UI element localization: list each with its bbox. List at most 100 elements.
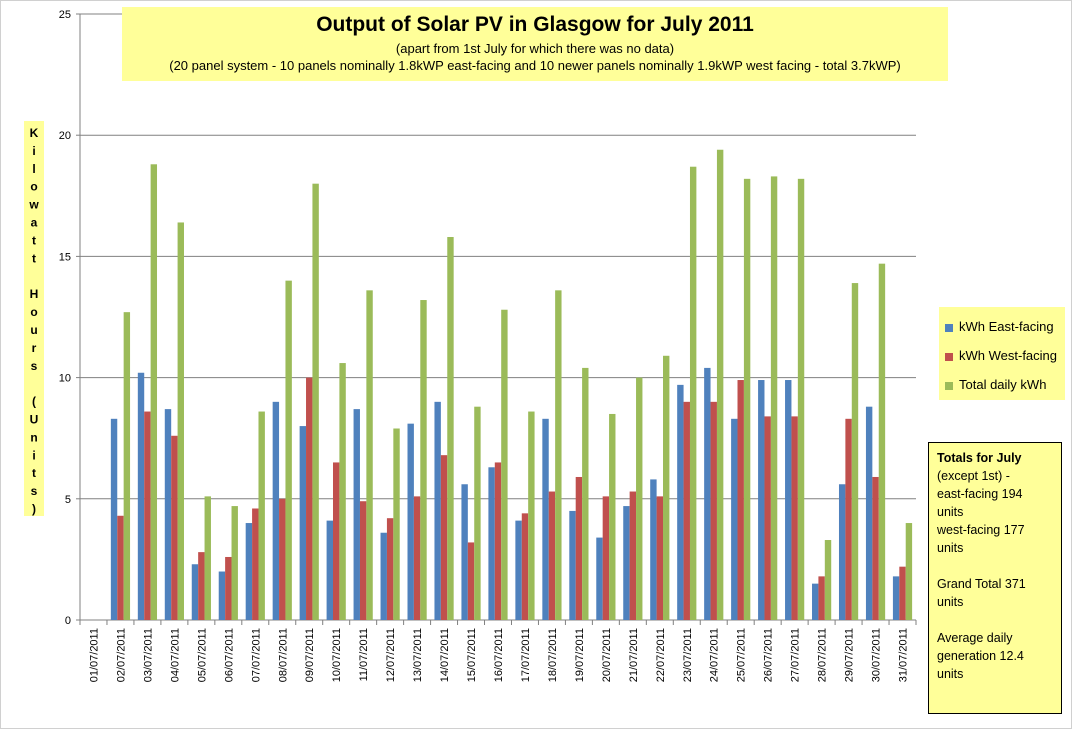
legend-label-west: kWh West-facing: [959, 348, 1058, 363]
y-tick-label: 15: [59, 251, 71, 263]
y-axis-label-char: ): [32, 502, 36, 516]
bar-total: [474, 406, 481, 620]
bar-west: [656, 496, 664, 620]
bar-east: [731, 418, 738, 620]
totals-spacer: [937, 611, 1053, 629]
bar-east: [488, 467, 495, 620]
x-tick-label: 08/07/2011: [277, 628, 289, 682]
bar-west: [710, 401, 717, 620]
x-tick-label: 17/07/2011: [520, 628, 532, 682]
y-axis-label-char: s: [31, 484, 38, 498]
y-axis-label-char: s: [31, 359, 38, 373]
x-tick-label: 12/07/2011: [385, 628, 397, 682]
x-tick-label: 21/07/2011: [628, 628, 640, 682]
bar-east: [812, 583, 819, 620]
bar-east: [515, 520, 522, 620]
bar-total: [204, 496, 211, 620]
legend-label-total: Total daily kWh: [959, 377, 1047, 392]
bar-total: [393, 428, 400, 620]
bar-east: [785, 380, 792, 620]
x-tick-label: 31/07/2011: [898, 628, 910, 682]
bar-west: [467, 542, 475, 620]
bar-east: [569, 510, 576, 620]
bar-west: [198, 552, 205, 620]
bar-total: [447, 237, 454, 620]
x-tick-label: 18/07/2011: [547, 628, 559, 682]
legend-swatch-total: [945, 381, 953, 390]
x-tick-label: 15/07/2011: [466, 628, 478, 682]
bar-total: [878, 263, 886, 620]
x-tick-label: 16/07/2011: [493, 628, 505, 682]
bar-total: [420, 300, 427, 620]
y-axis-label-char: t: [32, 233, 36, 247]
bar-west: [845, 418, 852, 620]
bar-total: [258, 411, 265, 620]
bar-west: [117, 515, 124, 620]
bar-east: [245, 523, 253, 620]
x-tick-label: 28/07/2011: [817, 628, 829, 682]
y-axis-label-char: K: [30, 126, 39, 140]
bar-total: [285, 280, 292, 620]
chart-title: Output of Solar PV in Glasgow for July 2…: [316, 13, 754, 36]
y-axis-label-char: t: [32, 251, 36, 265]
bar-total: [716, 149, 724, 620]
legend-label-east: kWh East-facing: [959, 319, 1054, 334]
y-axis-label-char: w: [28, 198, 39, 212]
bar-east: [407, 423, 414, 620]
x-tick-label: 03/07/2011: [142, 628, 154, 682]
bar-east: [542, 418, 549, 620]
bar-east: [299, 426, 307, 620]
bar-east: [892, 576, 900, 620]
bar-west: [683, 401, 690, 620]
x-tick-label: 19/07/2011: [574, 628, 586, 682]
bar-east: [623, 506, 630, 620]
x-tick-label: 02/07/2011: [115, 628, 127, 682]
x-tick-label: 07/07/2011: [250, 628, 262, 682]
x-tick-label: 24/07/2011: [709, 628, 721, 682]
legend-item-west: kWh West-facing: [945, 348, 1057, 364]
x-tick-label: 30/07/2011: [871, 628, 883, 682]
bar-total: [339, 363, 346, 620]
bar-east: [865, 406, 873, 620]
totals-line: west-facing 177: [937, 523, 1025, 537]
bar-total: [663, 355, 670, 620]
bar-total: [582, 367, 589, 620]
totals-line: units: [937, 541, 964, 555]
x-tick-label: 14/07/2011: [439, 628, 451, 682]
bar-west: [440, 455, 448, 620]
x-tick-label: 23/07/2011: [682, 628, 694, 682]
chart-subtitle-1: (apart from 1st July for which there was…: [395, 41, 675, 56]
bar-west: [629, 491, 637, 620]
x-tick-label: 09/07/2011: [304, 628, 316, 682]
bar-total: [824, 540, 832, 620]
y-axis-label-char: a: [31, 216, 38, 230]
y-axis-label-char: r: [32, 341, 37, 355]
legend-swatch-east: [945, 323, 953, 332]
bar-total: [636, 377, 643, 620]
bar-east: [110, 418, 118, 620]
title-box: Output of Solar PV in Glasgow for July 2…: [122, 7, 948, 81]
bar-total: [501, 309, 508, 620]
x-tick-label: 11/07/2011: [358, 628, 370, 681]
totals-line: east-facing 194: [937, 487, 1023, 501]
totals-line: Average daily: [937, 631, 1013, 645]
bar-total: [528, 411, 535, 620]
y-axis-label-char: l: [32, 162, 35, 176]
x-tick-label: 26/07/2011: [763, 628, 775, 682]
y-tick-label: 0: [65, 615, 71, 627]
y-axis-label-char: o: [30, 305, 37, 319]
bar-west: [279, 498, 286, 620]
bar-east: [434, 401, 441, 620]
bar-total: [743, 178, 751, 620]
bar-total: [905, 523, 913, 620]
totals-heading: Totals for July: [937, 451, 1022, 465]
bar-west: [306, 377, 313, 620]
x-tick-label: 20/07/2011: [601, 628, 613, 682]
bar-west: [332, 462, 340, 620]
bar-west: [252, 508, 259, 620]
y-axis-label-char: U: [30, 412, 39, 426]
